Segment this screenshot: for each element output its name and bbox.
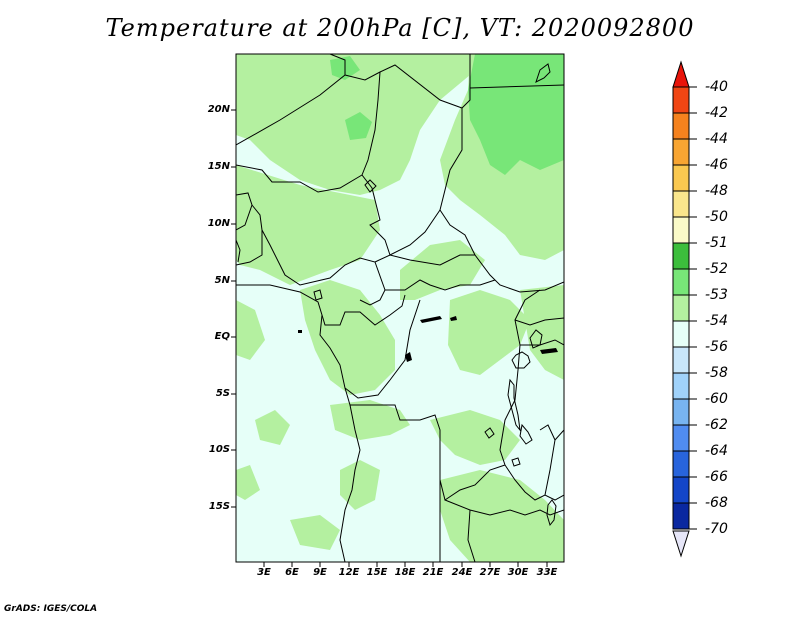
- colorbar-label-64: -64: [705, 443, 728, 459]
- axis-ticks: [231, 109, 548, 567]
- colorbar-cell: [672, 424, 690, 452]
- colorbar-label-68: -68: [705, 495, 728, 511]
- colorbar-label-53: -53: [705, 287, 728, 303]
- colorbar-label-52: -52: [705, 261, 728, 277]
- colorbar-cell: [672, 476, 690, 504]
- map-title: Temperature at 200hPa [C], VT: 202009280…: [105, 14, 695, 42]
- colorbar-cell: [672, 138, 690, 166]
- colorbar-label-50: -50: [705, 209, 728, 225]
- colorbar-cell: [672, 502, 690, 530]
- lon-label-3e: 3E: [257, 567, 271, 578]
- colorbar-label-42: -42: [705, 105, 728, 121]
- colorbar-label-40: -40: [705, 79, 728, 95]
- lon-label-9e: 9E: [313, 567, 327, 578]
- lat-label-15s: 15S: [208, 501, 230, 512]
- colorbar-label-60: -60: [705, 391, 728, 407]
- lon-label-15e: 15E: [366, 567, 388, 578]
- colorbar-label-54: -54: [705, 313, 728, 329]
- colorbar-cell: [672, 216, 690, 244]
- colorbar-label-48: -48: [705, 183, 728, 199]
- lat-label-eq: EQ: [214, 331, 230, 342]
- map-frame: [235, 53, 565, 563]
- colorbar-bottom-arrow: [672, 530, 690, 558]
- colorbar-cell: [672, 398, 690, 426]
- lon-label-12e: 12E: [338, 567, 360, 578]
- colorbar-cell: [672, 320, 690, 348]
- colorbar-cell: [672, 242, 690, 270]
- colorbar-cell: [672, 86, 690, 114]
- country-borders: [236, 54, 564, 562]
- colorbar-cell: [672, 268, 690, 296]
- colorbar-cell: [672, 372, 690, 400]
- colorbar-cells: [672, 86, 690, 530]
- colorbar-label-51: -51: [705, 235, 728, 251]
- lon-label-27e: 27E: [479, 567, 501, 578]
- colorbar-label-56: -56: [705, 339, 728, 355]
- lat-label-15n: 15N: [207, 161, 230, 172]
- lon-label-24e: 24E: [451, 567, 473, 578]
- lat-label-5n: 5N: [214, 275, 230, 286]
- lon-label-21e: 21E: [422, 567, 444, 578]
- lat-label-10n: 10N: [207, 218, 230, 229]
- lakes: [313, 63, 557, 527]
- lon-label-6e: 6E: [285, 567, 299, 578]
- colorbar-label-70: -70: [705, 521, 728, 537]
- colorbar-cell: [672, 112, 690, 140]
- colorbar-cell: [672, 294, 690, 322]
- colorbar-cell: [672, 164, 690, 192]
- grads-credit: GrADS: IGES/COLA: [4, 604, 98, 614]
- lat-label-10s: 10S: [208, 444, 230, 455]
- colorbar-label-46: -46: [705, 157, 728, 173]
- colorbar-label-44: -44: [705, 131, 728, 147]
- lat-label-5s: 5S: [215, 388, 230, 399]
- lon-label-33e: 33E: [536, 567, 558, 578]
- colorbar-cell: [672, 450, 690, 478]
- lat-label-20n: 20N: [207, 104, 230, 115]
- colorbar-ticks: [689, 86, 697, 530]
- lon-label-18e: 18E: [394, 567, 416, 578]
- inland-water-marks: [298, 316, 558, 362]
- colorbar-label-58: -58: [705, 365, 728, 381]
- colorbar-top-arrow: [672, 60, 690, 88]
- colorbar-label-66: -66: [705, 469, 728, 485]
- lon-label-30e: 30E: [507, 567, 529, 578]
- colorbar-cell: [672, 190, 690, 218]
- colorbar-cell: [672, 346, 690, 374]
- colorbar-label-62: -62: [705, 417, 728, 433]
